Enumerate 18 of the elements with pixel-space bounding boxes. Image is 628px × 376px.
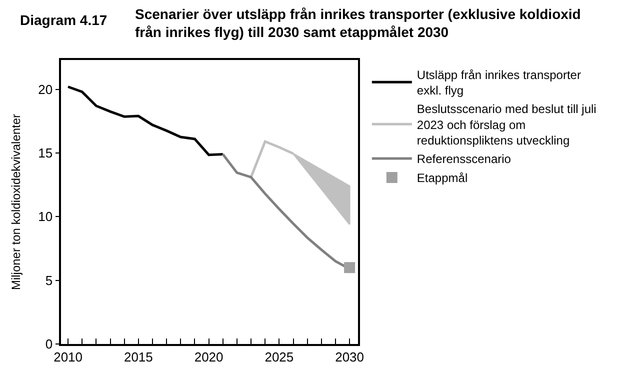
x-tick-label: 2025 (264, 349, 294, 364)
y-tick-label: 10 (38, 209, 53, 224)
y-axis-title: Miljoner ton koldioxidekvivalenter (8, 114, 23, 290)
legend-label: Referensscenario (416, 152, 512, 166)
x-tick-label: 2015 (124, 349, 153, 364)
x-tick-label: 2030 (335, 349, 364, 364)
y-tick-label: 15 (38, 146, 53, 161)
x-tick-label: 2020 (194, 349, 224, 364)
y-tick-label: 20 (38, 82, 53, 97)
chart-title: Scenarier över utsläpp från inrikes transporter (exklusive koldioxid från inrikes flyg) till 2030 samt etappmålet 2030 (135, 6, 581, 40)
line-series (66, 85, 224, 156)
legend-label: Utsläpp från inrikes transporter exkl. flyg (416, 68, 581, 98)
y-tick-label: 0 (45, 336, 53, 352)
legend-label: Beslutsscenario med beslut till juli 2023 och förslag om reduktionspliktens utveckling (416, 102, 596, 148)
text: Diagram 4.17 (20, 12, 108, 28)
legend-label: Etappmål (416, 171, 468, 186)
x-tick-label: 2010 (54, 349, 82, 364)
y-tick-label: 5 (45, 272, 53, 288)
